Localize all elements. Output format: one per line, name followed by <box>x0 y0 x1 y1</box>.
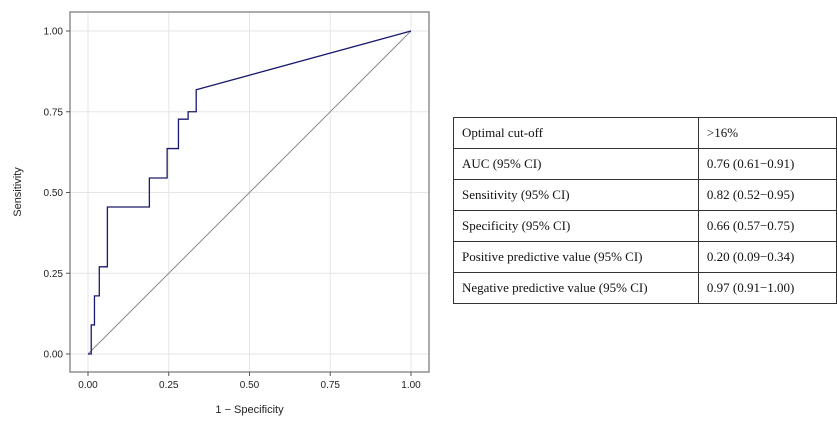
y-tick-label: 0.50 <box>44 188 64 199</box>
table-row: Specificity (95% CI) 0.66 (0.57−0.75) <box>453 210 837 242</box>
row-value: 0.66 (0.57−0.75) <box>697 210 837 242</box>
reference-diagonal <box>87 30 412 355</box>
x-tick-label: 1.00 <box>401 380 421 391</box>
row-label: Negative predictive value (95% CI) <box>453 272 699 304</box>
table-row: Positive predictive value (95% CI) 0.20 … <box>453 241 837 273</box>
table-row: AUC (95% CI) 0.76 (0.61−0.91) <box>453 148 837 180</box>
x-tick-label: 0.50 <box>240 380 260 391</box>
row-value: 0.82 (0.52−0.95) <box>697 179 837 211</box>
table-row: Optimal cut-off >16% <box>453 117 837 149</box>
roc-chart: 0.00 0.25 0.50 0.75 1.00 0.00 0.25 0.50 0.75 1.00… <box>12 11 430 416</box>
x-tick-label: 0.75 <box>321 380 341 391</box>
row-label: Sensitivity (95% CI) <box>453 179 699 211</box>
row-value: 0.97 (0.91−1.00) <box>697 272 837 304</box>
row-label: Positive predictive value (95% CI) <box>453 241 699 273</box>
axis-ticks: 0.00 0.25 0.50 0.75 1.00 0.00 0.25 0.50 0.75 1.00 <box>44 27 422 392</box>
y-axis-title: Sensitivity <box>12 167 24 217</box>
row-value: 0.76 (0.61−0.91) <box>697 148 837 180</box>
row-label: Optimal cut-off <box>453 117 699 149</box>
y-tick-label: 0.75 <box>44 107 64 118</box>
row-value: 0.20 (0.09−0.34) <box>697 241 837 273</box>
table-row: Sensitivity (95% CI) 0.82 (0.52−0.95) <box>453 179 837 211</box>
x-axis-title: 1 − Specificity <box>215 404 284 416</box>
x-tick-label: 0.00 <box>78 380 98 391</box>
row-label: AUC (95% CI) <box>453 148 699 180</box>
x-tick-label: 0.25 <box>159 380 179 391</box>
grid-lines <box>70 12 429 372</box>
stats-table: Optimal cut-off >16% AUC (95% CI) 0.76 (… <box>453 117 837 304</box>
row-value: >16% <box>697 117 837 149</box>
y-tick-label: 0.25 <box>44 269 64 280</box>
y-tick-label: 1.00 <box>44 27 64 38</box>
row-label: Specificity (95% CI) <box>453 210 699 242</box>
table-row: Negative predictive value (95% CI) 0.97 … <box>453 272 837 304</box>
roc-curve <box>88 30 412 355</box>
y-tick-label: 0.00 <box>44 350 64 361</box>
